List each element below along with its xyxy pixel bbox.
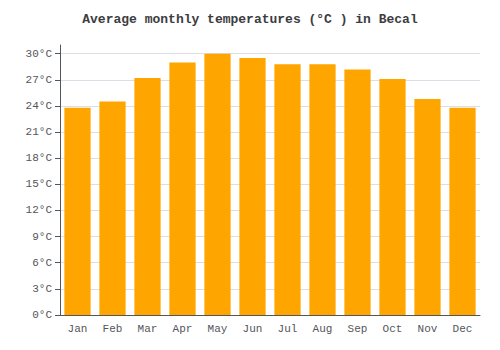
svg-text:Jun: Jun (243, 323, 263, 335)
svg-text:Jan: Jan (68, 323, 88, 335)
svg-text:Aug: Aug (313, 323, 333, 335)
svg-text:21°C: 21°C (26, 126, 53, 138)
svg-text:27°C: 27°C (26, 74, 53, 86)
svg-text:Oct: Oct (383, 323, 403, 335)
svg-text:24°C: 24°C (26, 100, 53, 112)
svg-text:9°C: 9°C (32, 231, 52, 243)
svg-text:Nov: Nov (418, 323, 438, 335)
svg-text:6°C: 6°C (32, 257, 52, 269)
svg-text:18°C: 18°C (26, 152, 53, 164)
svg-text:Dec: Dec (453, 323, 473, 335)
svg-text:Apr: Apr (173, 323, 193, 335)
svg-text:0°C: 0°C (32, 309, 52, 321)
svg-text:Feb: Feb (103, 323, 123, 335)
svg-text:Sep: Sep (348, 323, 368, 335)
svg-text:Jul: Jul (278, 323, 298, 335)
svg-text:Average monthly temperatures (: Average monthly temperatures (°C ) in Be… (82, 12, 418, 27)
svg-text:30°C: 30°C (26, 48, 53, 60)
svg-text:12°C: 12°C (26, 204, 53, 216)
svg-text:15°C: 15°C (26, 178, 53, 190)
svg-text:May: May (208, 323, 228, 335)
svg-text:3°C: 3°C (32, 283, 52, 295)
svg-text:Mar: Mar (138, 323, 158, 335)
